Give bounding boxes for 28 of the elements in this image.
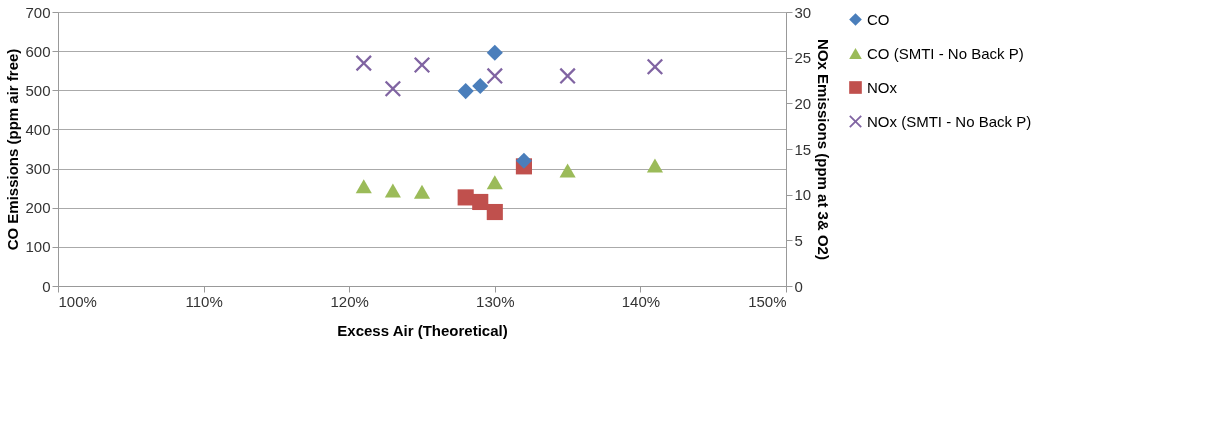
x-tick-label: 100% [58,292,97,310]
y-tick-label: 0 [42,277,51,295]
y2-tick-label: 25 [794,49,812,67]
y2-tick-label: 10 [794,186,812,204]
legend-label: CO [867,10,890,28]
x-tick-label: 110% [185,292,223,310]
x-tick-label: 120% [330,292,369,310]
legend-label: CO (SMTI - No Back P) [867,44,1024,62]
y-tick-label: 200 [25,199,51,217]
y-tick-label: 600 [25,42,51,60]
y-tick-label: 700 [25,3,51,21]
y2-tick-label: 30 [794,3,812,21]
legend-label: NOx (SMTI - No Back P) [867,112,1032,130]
y2-tick-label: 20 [794,94,812,112]
y-tick-label: 400 [25,120,51,138]
y-axis-title: CO Emissions (ppm air free) [4,48,22,251]
x-axis-title: Excess Air (Theoretical) [337,321,508,339]
x-tick-label: 140% [621,292,661,310]
y2-tick-label: 5 [794,231,803,249]
y2-tick-label: 0 [794,277,803,295]
y-tick-label: 300 [25,160,51,178]
legend-label: NOx [867,78,898,96]
y-tick-label: 500 [25,81,51,99]
y-tick-label: 100 [25,238,51,256]
x-tick-label: 130% [476,292,515,310]
x-tick-label: 150% [748,292,787,310]
y2-axis-title: NOx Emissions (ppm at 3& O2) [815,39,833,260]
y2-tick-label: 15 [794,140,812,158]
